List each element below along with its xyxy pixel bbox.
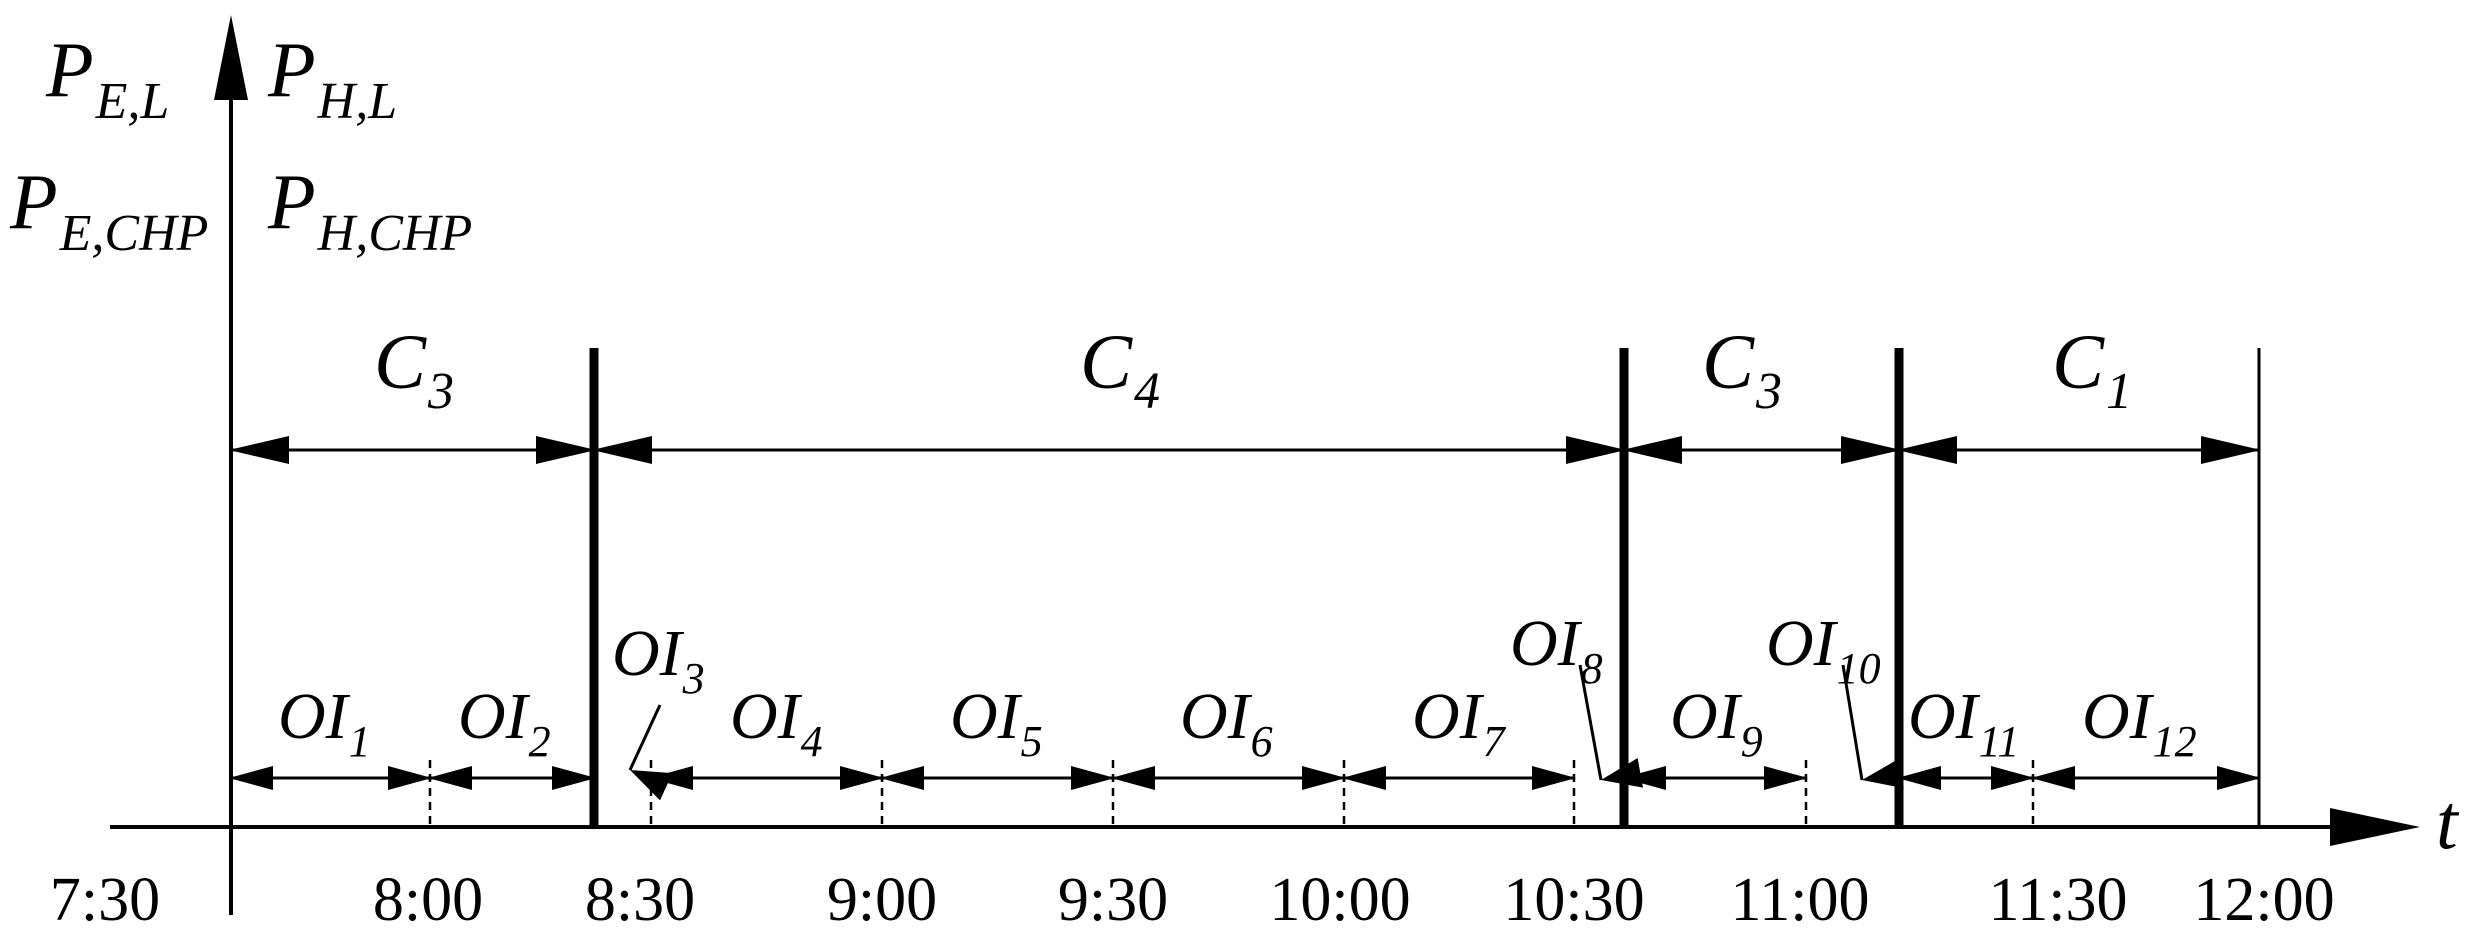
- case-label-4: C1: [2052, 318, 2132, 420]
- case-label-3: C3: [1702, 318, 1782, 420]
- case-label-1: C3: [374, 318, 454, 420]
- interval-label-9: OI9: [1670, 680, 1763, 766]
- interval-ticks: [428, 760, 2035, 827]
- interval-label-8: OI8: [1510, 607, 1603, 693]
- interval-label-7: OI7: [1412, 680, 1507, 766]
- time-tick-label: 10:30: [1503, 866, 1644, 934]
- case-label-2: C4: [1080, 318, 1160, 420]
- interval-label-3: OI3: [612, 617, 705, 703]
- x-axis-arrowhead: [2330, 808, 2420, 846]
- y-label-pechp: PE,CHP: [9, 158, 208, 262]
- time-tick-label: 10:00: [1269, 866, 1410, 934]
- interval-label-10: OI10: [1766, 607, 1881, 693]
- x-axis-label: t: [2436, 778, 2460, 865]
- pointer-arrow-oi3: [628, 704, 673, 801]
- interval-label-6: OI6: [1180, 680, 1273, 766]
- interval-label-1: OI1: [278, 680, 371, 766]
- time-tick-label: 12:00: [2193, 866, 2334, 934]
- time-tick-label: 8:00: [373, 866, 483, 934]
- interval-label-11: OI11: [1908, 680, 2019, 766]
- time-tick-label: 8:30: [585, 866, 695, 934]
- time-tick-label: 11:00: [1731, 866, 1870, 934]
- interval-label-12: OI12: [2082, 680, 2197, 766]
- interval-label-2: OI2: [458, 680, 551, 766]
- y-label-phl: PH,L: [267, 26, 397, 130]
- time-tick-label: 9:00: [827, 866, 937, 934]
- pointer-arrow-oi8: [1578, 664, 1644, 788]
- time-tick-label: 9:30: [1058, 866, 1168, 934]
- interval-label-4: OI4: [730, 680, 823, 766]
- time-tick-label: 7:30: [50, 866, 160, 934]
- time-tick-label: 11:30: [1989, 866, 2128, 934]
- y-axis-arrowhead: [214, 15, 248, 100]
- y-label-pel: PE,L: [45, 26, 169, 130]
- pointer-arrow-oi10: [1841, 664, 1904, 789]
- interval-label-5: OI5: [950, 680, 1043, 766]
- y-label-phchp: PH,CHP: [267, 158, 472, 262]
